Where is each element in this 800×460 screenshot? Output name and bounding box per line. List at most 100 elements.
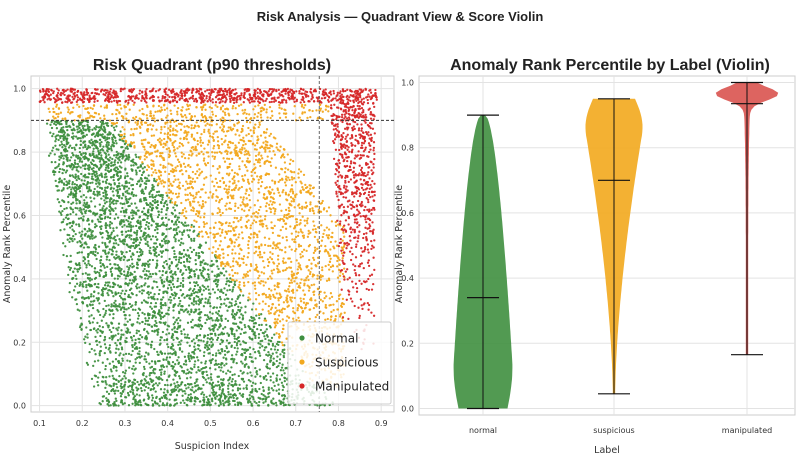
normal-point xyxy=(218,295,222,299)
normal-point xyxy=(78,146,81,150)
normal-point xyxy=(87,259,90,263)
normal-point xyxy=(268,367,271,370)
normal-point xyxy=(208,394,211,397)
normal-point xyxy=(160,368,163,371)
normal-point xyxy=(75,183,79,187)
normal-point xyxy=(103,202,107,205)
normal-point xyxy=(120,386,123,390)
suspicious-point xyxy=(245,153,248,156)
normal-point xyxy=(182,310,185,313)
normal-point xyxy=(240,306,243,309)
normal-point xyxy=(99,120,102,123)
suspicious-point xyxy=(125,112,128,115)
normal-point xyxy=(139,254,143,257)
normal-point xyxy=(149,238,153,241)
scatter-plot: Risk Quadrant (p90 thresholds) 0.1 0.2 0.3… xyxy=(2,57,395,452)
normal-point xyxy=(169,199,172,202)
normal-point xyxy=(136,403,139,406)
suspicious-point xyxy=(177,178,180,181)
suspicious-point xyxy=(91,107,94,110)
normal-point xyxy=(83,155,87,158)
suspicious-point xyxy=(295,223,299,227)
normal-point xyxy=(121,251,124,254)
suspicious-point xyxy=(257,125,260,129)
normal-point xyxy=(61,220,65,224)
normal-point xyxy=(139,387,143,390)
normal-point xyxy=(212,388,215,392)
normal-point xyxy=(77,268,81,271)
normal-point xyxy=(109,210,112,213)
normal-point xyxy=(98,215,101,219)
normal-point xyxy=(217,366,221,369)
normal-point xyxy=(230,313,234,316)
normal-point xyxy=(206,397,210,401)
normal-point xyxy=(134,303,137,306)
normal-point xyxy=(104,274,107,277)
normal-point xyxy=(98,168,101,171)
normal-point xyxy=(138,394,141,397)
normal-point xyxy=(241,362,244,365)
normal-point xyxy=(133,368,136,371)
normal-point xyxy=(185,308,188,311)
suspicious-point xyxy=(251,282,255,285)
normal-point xyxy=(254,375,257,378)
normal-point xyxy=(98,274,101,278)
normal-point xyxy=(86,124,89,128)
normal-point xyxy=(284,367,287,370)
normal-point xyxy=(120,230,124,233)
normal-point xyxy=(145,334,148,338)
normal-point xyxy=(180,252,183,256)
normal-point xyxy=(170,262,173,265)
normal-point xyxy=(82,182,85,186)
suspicious-point xyxy=(258,256,262,259)
suspicious-point xyxy=(296,234,300,238)
suspicious-point xyxy=(218,208,221,212)
normal-point xyxy=(185,372,188,375)
normal-point xyxy=(139,165,143,168)
suspicious-point xyxy=(165,116,168,119)
suspicious-point xyxy=(303,293,306,296)
normal-point xyxy=(116,329,119,332)
normal-point xyxy=(99,213,102,217)
normal-point xyxy=(193,296,196,300)
normal-point xyxy=(180,304,183,308)
normal-point xyxy=(114,299,117,303)
normal-point xyxy=(183,355,187,358)
suspicious-point xyxy=(239,196,242,199)
normal-point xyxy=(111,200,115,203)
normal-point xyxy=(205,318,209,321)
normal-point xyxy=(103,284,107,287)
normal-point xyxy=(129,221,132,224)
suspicious-point xyxy=(143,154,146,157)
normal-point xyxy=(280,374,284,377)
normal-point xyxy=(137,307,141,310)
normal-point xyxy=(86,363,90,366)
suspicious-point xyxy=(120,107,123,110)
normal-point xyxy=(233,317,236,321)
suspicious-point xyxy=(180,155,184,158)
normal-point xyxy=(66,128,69,132)
normal-point xyxy=(176,322,180,325)
normal-point xyxy=(118,138,121,141)
normal-point xyxy=(250,315,253,319)
suspicious-point xyxy=(250,215,253,218)
normal-point xyxy=(98,182,101,185)
normal-point xyxy=(181,233,184,236)
normal-point xyxy=(283,352,286,355)
normal-point xyxy=(108,328,111,332)
normal-point xyxy=(128,236,131,239)
suspicious-point xyxy=(319,107,323,110)
normal-point xyxy=(208,278,211,281)
normal-point xyxy=(138,361,141,365)
normal-point xyxy=(110,330,113,334)
suspicious-point xyxy=(257,208,261,212)
normal-point xyxy=(184,392,187,395)
normal-point xyxy=(155,245,159,249)
normal-point xyxy=(144,242,147,245)
normal-point xyxy=(144,319,148,322)
normal-point xyxy=(162,391,166,394)
normal-point xyxy=(128,366,131,369)
normal-point xyxy=(225,346,229,350)
normal-point xyxy=(225,339,229,342)
normal-point xyxy=(140,301,144,304)
